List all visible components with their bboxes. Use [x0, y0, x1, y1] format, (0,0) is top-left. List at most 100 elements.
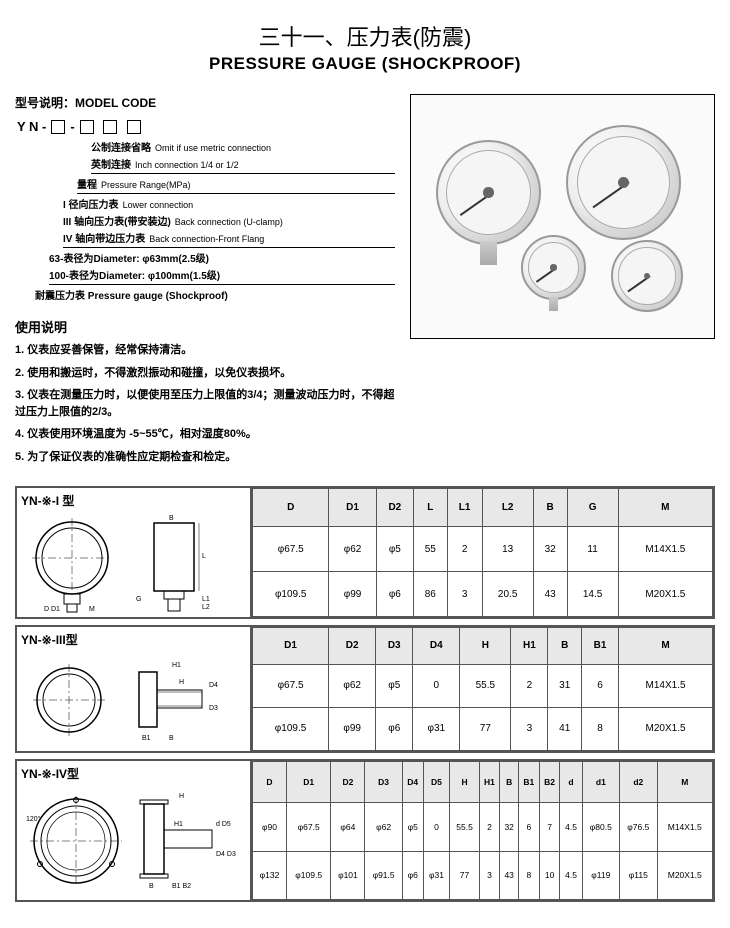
code-line: III 轴向压力表(带安装边)Back connection (U-clamp) [15, 213, 395, 228]
table-header-cell: D1 [253, 628, 329, 665]
table-cell: M20X1.5 [618, 572, 712, 617]
table-header-cell: D [253, 762, 287, 803]
spec-block-3: YN-※-IV型 120° H H1 B B1 B2 d D5 D4 D3 D D… [15, 759, 715, 902]
code-line-text: 100-表径为Diameter: φ100mm(1.5级) [49, 267, 224, 282]
table-cell: 31 [548, 664, 582, 707]
table-row: φ90φ67.5φ64φ62φ5055.5232674.5φ80.5φ76.5M… [253, 803, 713, 851]
title-english: PRESSURE GAUGE (SHOCKPROOF) [15, 54, 715, 74]
svg-text:B: B [169, 735, 174, 742]
code-line: 英制连接Inch connection 1/4 or 1/2 [15, 156, 395, 171]
code-line-text: III 轴向压力表(带安装边)Back connection (U-clamp) [63, 213, 283, 228]
usage-item: 2. 使用和搬运时，不得激烈振动和碰撞，以免仪表损坏。 [15, 365, 395, 382]
code-line: 100-表径为Diameter: φ100mm(1.5级) [15, 267, 395, 282]
code-line-text: 63-表径为Diameter: φ63mm(2.5级) [49, 250, 213, 265]
svg-text:B: B [169, 515, 174, 522]
table-cell: φ62 [365, 803, 402, 851]
table-cell: φ5 [376, 664, 413, 707]
code-line-text: 量程Pressure Range(MPa) [77, 176, 191, 191]
tech-drawing-1: M B L L1 L2 G D D1 [24, 513, 244, 613]
table-header-cell: D [253, 489, 329, 527]
table-cell: 20.5 [482, 572, 533, 617]
table-cell: φ62 [329, 527, 376, 572]
table-cell: φ99 [329, 707, 376, 750]
usage-item: 1. 仪表应妥善保管，经常保持清洁。 [15, 342, 395, 359]
svg-text:G: G [136, 596, 141, 603]
table-cell: φ109.5 [253, 707, 329, 750]
table-cell: M14X1.5 [619, 664, 713, 707]
table-cell: φ99 [329, 572, 376, 617]
code-prefix: Y N - [15, 119, 48, 134]
code-box-1 [51, 120, 65, 134]
table-cell: 0 [423, 803, 450, 851]
table-cell: 14.5 [567, 572, 618, 617]
table-header-cell: D5 [423, 762, 450, 803]
svg-text:D D1: D D1 [44, 606, 60, 613]
table-cell: 4.5 [560, 851, 582, 899]
spec-table-2: D1D2D3D4HH1BB1Mφ67.5φ62φ5055.52316M14X1.… [252, 627, 713, 751]
table-cell: 6 [518, 803, 539, 851]
table-header-cell: B [500, 762, 519, 803]
table-cell: 8 [518, 851, 539, 899]
diagram-title-3: YN-※-IV型 [21, 765, 246, 782]
table-header-cell: L [413, 489, 447, 527]
table-cell: φ132 [253, 851, 287, 899]
table-cell: φ76.5 [620, 803, 657, 851]
table-cell: φ119 [582, 851, 619, 899]
table-header-cell: D3 [376, 628, 413, 665]
table-row: φ109.5φ99φ6φ31773418M20X1.5 [253, 707, 713, 750]
table-header-cell: H1 [511, 628, 548, 665]
table-cell: 77 [450, 851, 479, 899]
table-cell: 41 [548, 707, 582, 750]
table-cell: 0 [413, 664, 460, 707]
usage-item: 4. 仪表使用环境温度为 -5~55℃，相对湿度80%。 [15, 426, 395, 443]
table-cell: φ62 [329, 664, 376, 707]
table-header-cell: M [657, 762, 712, 803]
usage-item: 3. 仪表在测量压力时，以便使用至压力上限值的3/4；测量波动压力时，不得超过压… [15, 387, 395, 420]
spec-block-2: YN-※-III型 H1 H B1 B D4 D3 D1D2D3D4HH1BB1… [15, 625, 715, 753]
table-cell: 3 [511, 707, 548, 750]
table-header-cell: d2 [620, 762, 657, 803]
table-header-cell: d [560, 762, 582, 803]
table-header-cell: D4 [413, 628, 460, 665]
gauge-image-3 [521, 235, 586, 300]
table-cell: φ31 [423, 851, 450, 899]
table-cell: φ5 [376, 527, 413, 572]
svg-text:D3: D3 [209, 705, 218, 712]
spec-table-1: DD1D2LL1L2BGMφ67.5φ62φ5552133211M14X1.5φ… [252, 488, 713, 617]
code-line-text: 英制连接Inch connection 1/4 or 1/2 [91, 156, 239, 171]
spec-table-3: DD1D2D3D4D5HH1BB1B2dd1d2Mφ90φ67.5φ64φ62φ… [252, 761, 713, 900]
table-cell: M20X1.5 [657, 851, 712, 899]
table-row: φ67.5φ62φ5055.52316M14X1.5 [253, 664, 713, 707]
table-cell: φ67.5 [253, 527, 329, 572]
left-column: 型号说明：MODEL CODE Y N - - 公制连接省略Omit if us… [15, 94, 395, 471]
diagram-title-1: YN-※-I 型 [21, 492, 246, 509]
table-cell: 43 [500, 851, 519, 899]
table-header-cell: L1 [447, 489, 482, 527]
svg-text:H: H [179, 679, 184, 686]
code-boxes: Y N - - [15, 119, 395, 134]
product-photo [410, 94, 715, 339]
code-line: 63-表径为Diameter: φ63mm(2.5级) [15, 250, 395, 265]
svg-text:H1: H1 [172, 662, 181, 669]
table-header-cell: B1 [582, 628, 619, 665]
table-header-cell: D4 [402, 762, 423, 803]
table-header-cell: D3 [365, 762, 402, 803]
tech-drawing-3: 120° H H1 B B1 B2 d D5 D4 D3 [24, 786, 244, 896]
table-cell: φ109.5 [253, 572, 329, 617]
table-cell: 55.5 [460, 664, 511, 707]
table-cell: 6 [582, 664, 619, 707]
gauge-image-4 [611, 240, 683, 312]
diagram-cell-2: YN-※-III型 H1 H B1 B D4 D3 [17, 627, 252, 751]
gauge-image-2 [566, 125, 681, 240]
table-cell: 10 [539, 851, 560, 899]
code-line-text: IV 轴向带边压力表Back connection-Front Flang [63, 230, 264, 245]
table-cell: φ67.5 [286, 803, 331, 851]
svg-text:120°: 120° [26, 815, 41, 823]
table-header-cell: D2 [376, 489, 413, 527]
table-cell: 13 [482, 527, 533, 572]
table-header-cell: M [618, 489, 712, 527]
code-line: 量程Pressure Range(MPa) [15, 176, 395, 191]
table-row: φ132φ109.5φ101φ91.5φ6φ31773438104.5φ119φ… [253, 851, 713, 899]
table-header-cell: B2 [539, 762, 560, 803]
svg-text:D4: D4 [209, 682, 218, 689]
